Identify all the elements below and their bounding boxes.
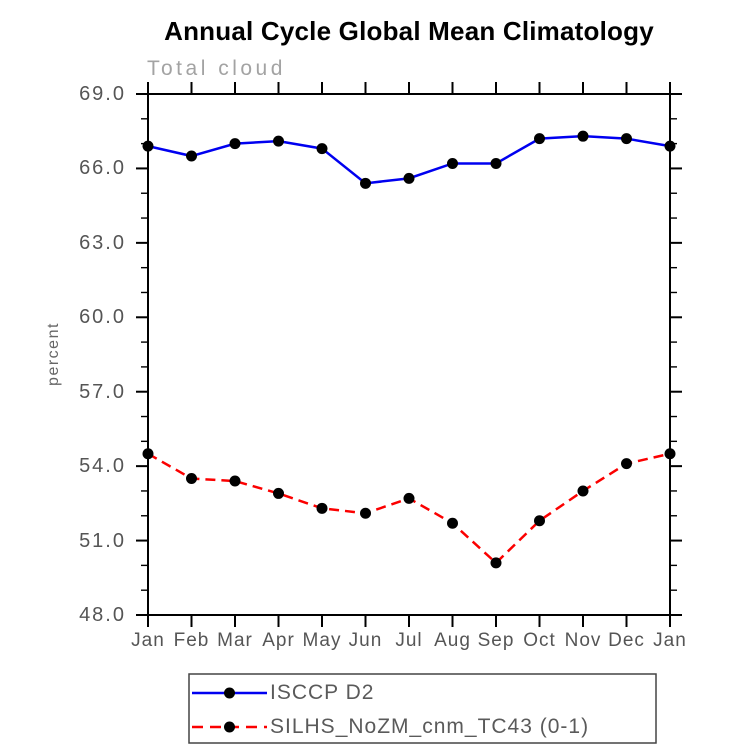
data-point — [316, 502, 328, 514]
y-tick-label: 54.0 — [79, 455, 126, 478]
y-tick-label: 48.0 — [79, 604, 126, 626]
y-tick-label: 60.0 — [79, 306, 126, 329]
plot-frame — [147, 93, 671, 616]
legend-frame — [188, 673, 657, 744]
legend-sample-marker — [224, 687, 235, 699]
data-point — [577, 485, 589, 497]
y-tick-label: 57.0 — [79, 380, 126, 403]
y-tick-label: 51.0 — [79, 529, 126, 552]
legend-label-silhs: SILHS_NoZM_cnm_TC43 (0-1) — [270, 715, 590, 738]
data-point — [621, 133, 632, 145]
data-point — [577, 130, 589, 142]
data-point — [534, 133, 545, 145]
data-point — [229, 138, 241, 150]
data-point — [360, 177, 371, 189]
x-tick-label: Apr — [262, 630, 295, 651]
data-point — [273, 487, 284, 499]
x-tick-label: Sep — [477, 630, 515, 651]
data-point — [403, 172, 415, 184]
data-point — [273, 135, 284, 147]
data-point — [186, 473, 197, 485]
y-tick-label: 69.0 — [79, 83, 126, 105]
legend-box — [188, 673, 657, 744]
data-point — [142, 140, 154, 152]
data-point — [403, 492, 415, 504]
plot-border — [147, 93, 671, 616]
x-tick-label: Oct — [523, 630, 556, 651]
data-point — [664, 140, 676, 152]
data-point — [534, 515, 545, 527]
data-point — [186, 150, 197, 162]
y-tick-label: 66.0 — [79, 157, 126, 180]
x-tick-label: Jul — [395, 630, 423, 651]
series-line-1 — [147, 452, 671, 565]
x-tick-label: Feb — [173, 630, 210, 651]
data-point — [664, 448, 676, 460]
x-tick-label: Jan — [653, 630, 687, 651]
data-point — [229, 475, 241, 487]
data-point — [316, 143, 328, 155]
x-tick-label: Aug — [434, 630, 471, 651]
y-tick-label: 63.0 — [79, 231, 126, 254]
chart-subtitle: Total cloud — [147, 57, 286, 80]
axis-ticks — [136, 82, 682, 627]
data-point — [490, 157, 502, 169]
data-point — [447, 157, 458, 169]
chart-title: Annual Cycle Global Mean Climatology — [164, 16, 654, 46]
data-point — [490, 557, 502, 569]
data-point — [360, 507, 371, 519]
x-tick-label: Dec — [608, 630, 645, 651]
data-series — [142, 130, 676, 569]
x-tick-label: Nov — [564, 630, 602, 651]
legend-label-isccp: ISCCP D2 — [270, 681, 375, 704]
x-tick-label: Mar — [217, 630, 253, 651]
data-point — [447, 517, 458, 529]
x-tick-label: May — [302, 630, 342, 651]
x-tick-label: Jun — [348, 630, 383, 651]
data-point — [621, 458, 632, 470]
legend-sample-marker — [224, 721, 235, 733]
data-point — [142, 448, 154, 460]
x-tick-label: Jan — [131, 630, 165, 651]
